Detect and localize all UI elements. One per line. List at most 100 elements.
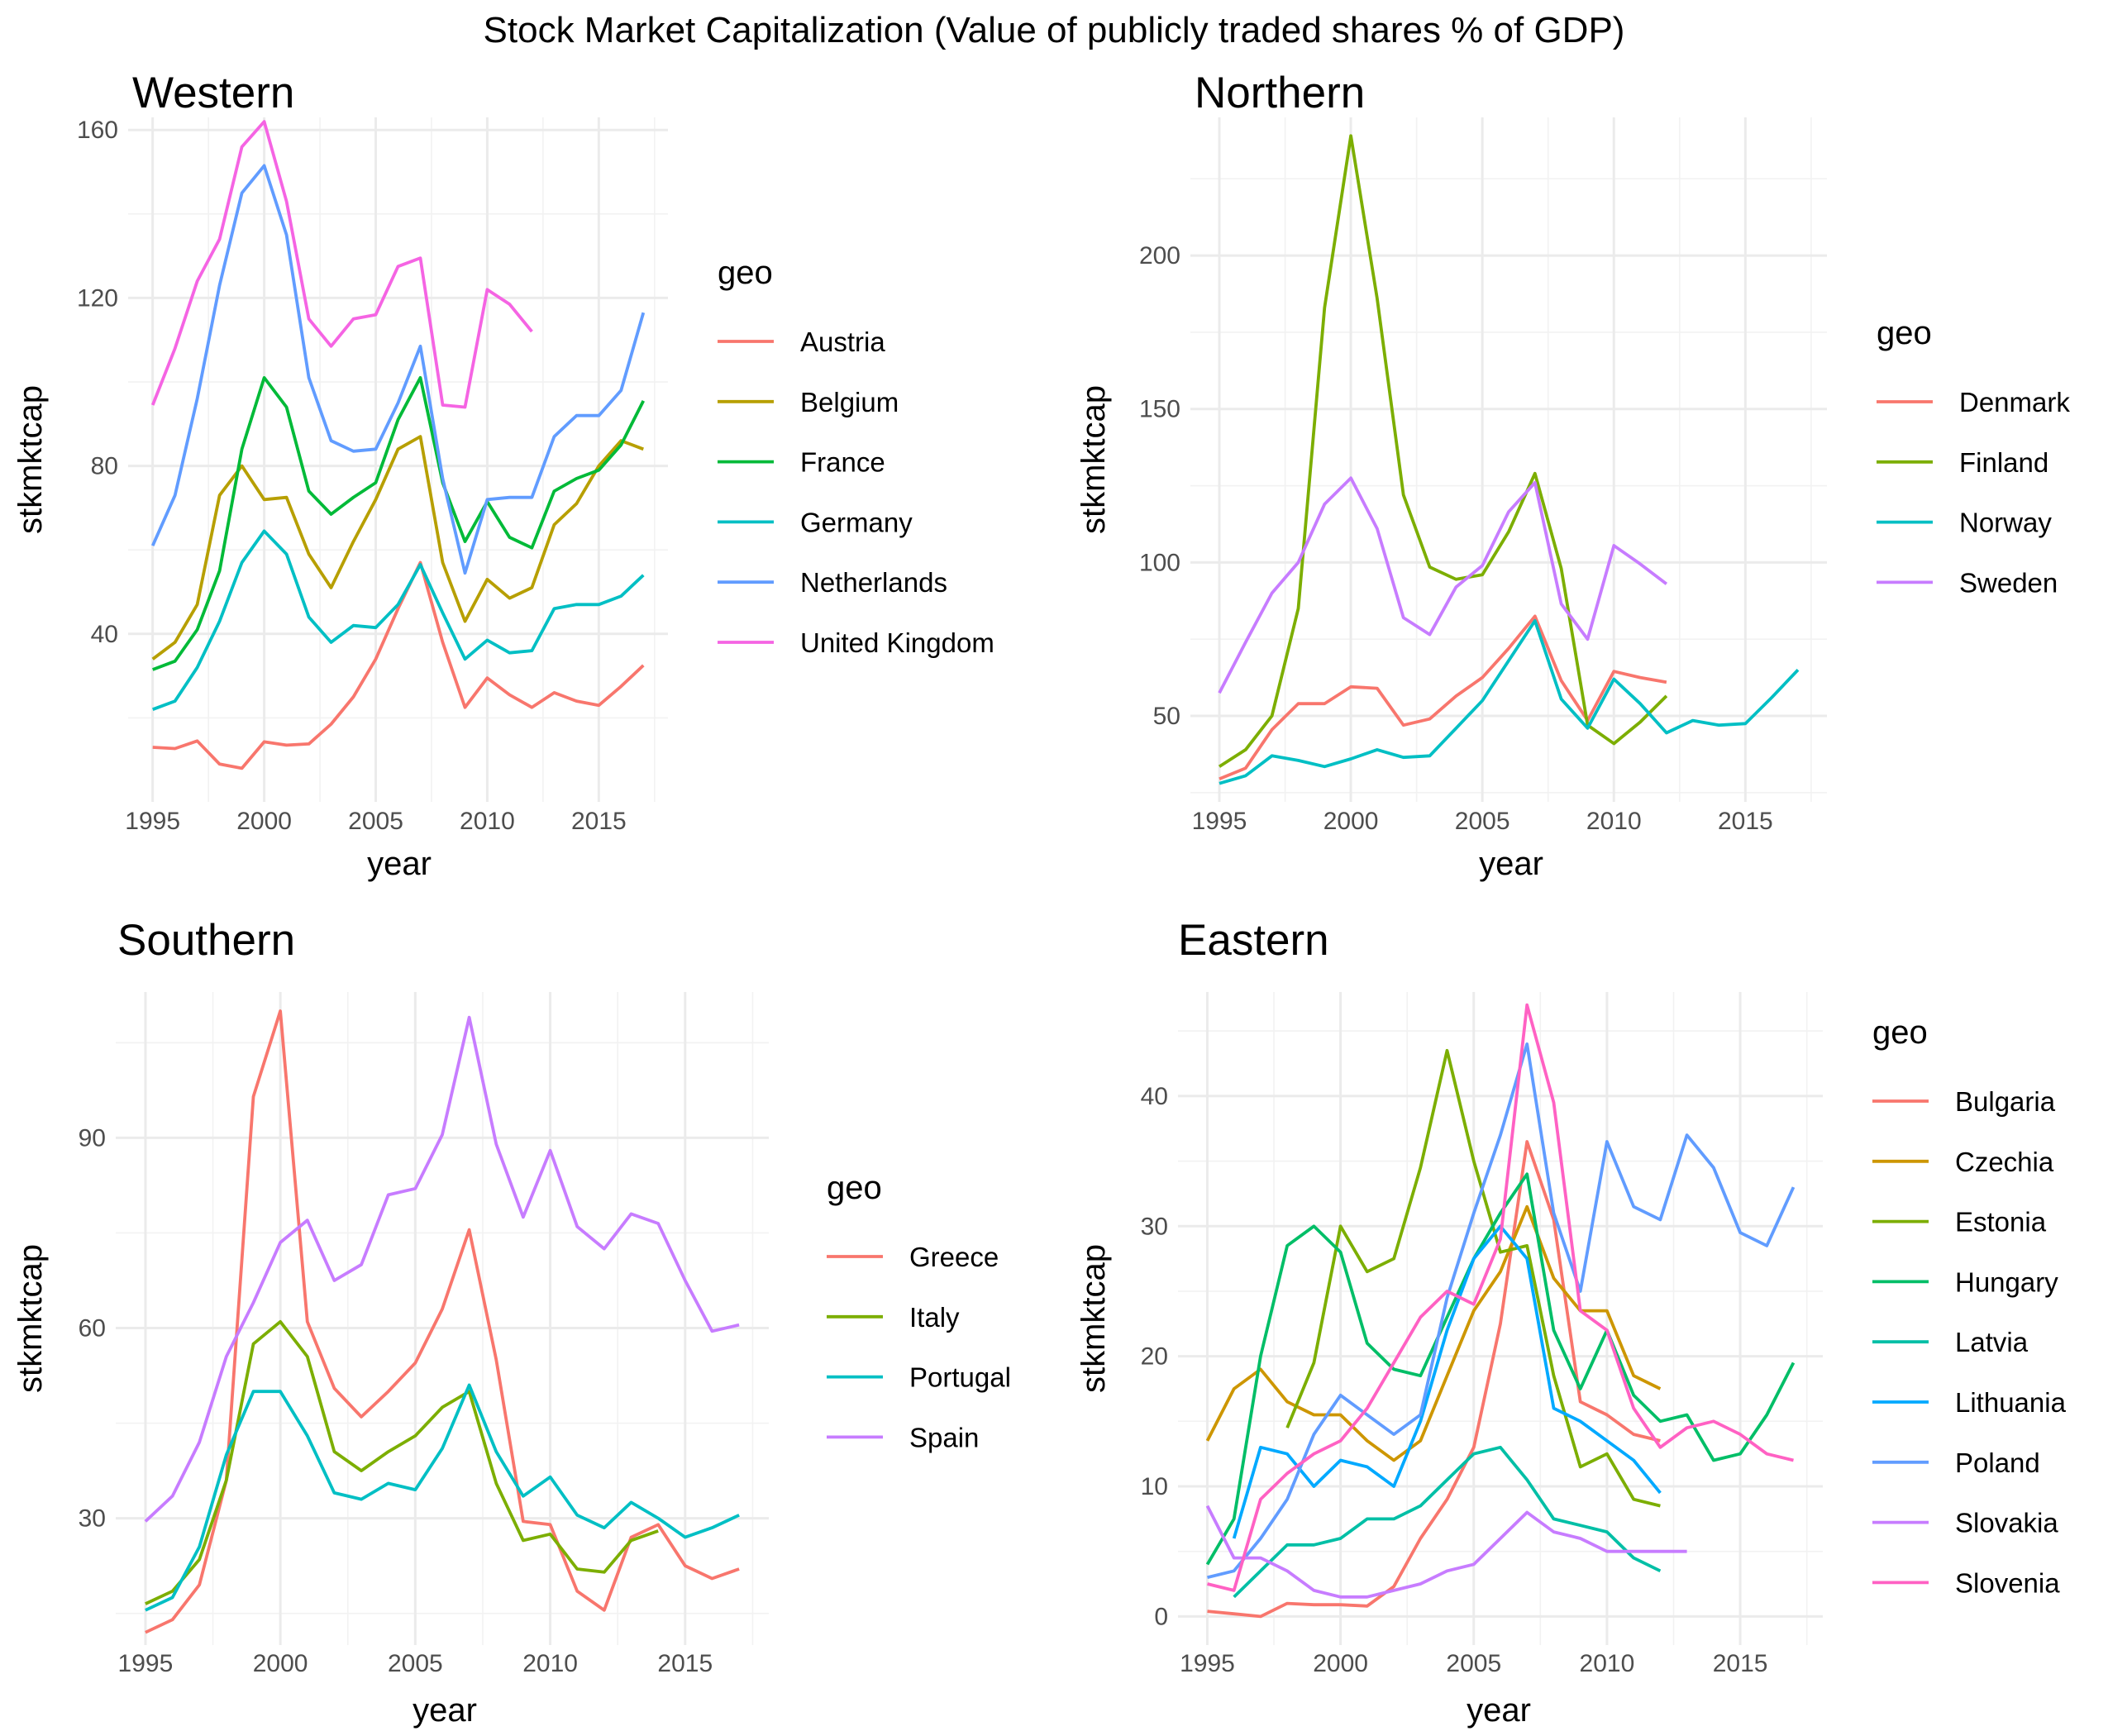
x-tick-label: 2005 [388, 1650, 443, 1677]
series-line-denmark [1219, 614, 1667, 780]
x-tick-label: 2000 [236, 808, 292, 835]
series-line-hungary [1205, 1172, 1796, 1566]
panel-southern: 1995 2000 2005 2010 2015 30 60 90 Southern year st… [12, 916, 1011, 1729]
panel-title: Eastern [1178, 916, 1329, 965]
legend-label: Slovenia [1955, 1567, 2060, 1598]
legend-label: Norway [1959, 508, 2052, 538]
panel-eastern: 1995 2000 2005 2010 2015 0 10 20 30 40 Eastern year… [1075, 916, 2067, 1729]
series-line-finland [1218, 134, 1668, 768]
legend: geo Greece Italy Portugal Spain [827, 1170, 1011, 1452]
legend-label: France [800, 447, 885, 478]
x-tick-label: 1995 [118, 1650, 174, 1677]
legend-label: Hungary [1955, 1266, 2058, 1297]
series-line-belgium [151, 435, 644, 661]
legend-label: Italy [909, 1302, 960, 1333]
legend-label: Germany [800, 507, 913, 537]
x-tick-label: 2000 [1323, 808, 1379, 835]
legend-label: Austria [800, 327, 885, 357]
legend: geo Denmark Finland Norway Sweden [1877, 315, 2070, 598]
panel-western: 1995 2000 2005 2010 2015 40 80 120 160 Western yea… [12, 69, 994, 882]
x-tick-label: 2005 [1446, 1650, 1501, 1677]
series-line-slovakia [1205, 1505, 1687, 1599]
series-line-poland [1207, 1042, 1796, 1580]
x-tick-label: 2015 [1713, 1650, 1768, 1677]
x-tick-label: 2005 [348, 808, 403, 835]
legend-label: Czechia [1955, 1147, 2054, 1177]
series-line-germany [152, 529, 645, 711]
y-tick-label: 200 [1139, 242, 1180, 269]
panels: 1995 2000 2005 2010 20154080120160Westernyea… [12, 69, 2070, 1729]
series-line-norway [1219, 619, 1800, 785]
legend-title: geo [827, 1170, 882, 1206]
legend-label: United Kingdom [800, 627, 994, 658]
y-tick-label: 10 [1141, 1473, 1168, 1500]
y-tick-label: 80 [91, 453, 118, 480]
panel-title: Northern [1195, 69, 1365, 117]
series-line-sweden [1218, 476, 1668, 694]
series-line-estonia [1285, 1048, 1661, 1508]
x-tick-label: 1995 [125, 808, 180, 835]
legend-label: Denmark [1959, 387, 2070, 417]
legend-title: geo [718, 255, 773, 291]
series-line-austria [152, 560, 645, 770]
y-tick-label: 40 [91, 621, 118, 648]
x-tick-label: 2015 [657, 1650, 713, 1677]
y-tick-label: 90 [79, 1124, 106, 1152]
y-tick-label: 30 [1141, 1213, 1168, 1240]
series-line-slovenia [1207, 1003, 1794, 1592]
legend-label: Greece [909, 1242, 999, 1272]
y-tick-label: 160 [77, 117, 118, 144]
y-axis-title: stkmktcap [1075, 1244, 1112, 1393]
legend-label: Latvia [1955, 1327, 2029, 1357]
x-tick-label: 1995 [1180, 1650, 1235, 1677]
series-line-portugal [145, 1383, 740, 1612]
y-tick-label: 120 [77, 284, 118, 312]
legend-title: geo [1872, 1014, 1928, 1051]
y-tick-label: 150 [1139, 396, 1180, 423]
legend-label: Netherlands [800, 567, 947, 598]
series-line-greece [145, 1009, 740, 1634]
figure-title: Stock Market Capitalization (Value of pu… [484, 10, 1625, 50]
legend-label: Poland [1955, 1447, 2040, 1478]
y-axis-title: stkmktcap [12, 385, 49, 534]
y-tick-label: 0 [1154, 1603, 1168, 1630]
y-axis-title: stkmktcap [12, 1244, 49, 1393]
series-line-spain [144, 1015, 740, 1523]
panel-northern: 1995 2000 2005 2010 2015 50 100 150 200 Northern y… [1075, 69, 2070, 882]
x-tick-label: 2010 [460, 808, 515, 835]
y-tick-label: 20 [1141, 1343, 1168, 1371]
legend: geo Bulgaria Czechia Estonia Hungary Latvia Li… [1872, 1014, 2067, 1598]
x-tick-label: 2005 [1455, 808, 1510, 835]
x-axis-title: year [367, 846, 432, 882]
x-tick-label: 1995 [1192, 808, 1247, 835]
legend-label: Finland [1959, 447, 2048, 478]
legend-title: geo [1877, 315, 1932, 351]
series-line-united-kingdom [150, 120, 533, 409]
series-line-netherlands [150, 164, 646, 575]
series-line-france [152, 376, 645, 671]
legend-label: Sweden [1959, 567, 2058, 598]
y-tick-label: 30 [79, 1505, 106, 1533]
series-line-lithuania [1232, 1224, 1662, 1539]
y-tick-label: 40 [1141, 1083, 1168, 1110]
legend-label: Slovakia [1955, 1508, 2058, 1538]
x-tick-label: 2000 [1313, 1650, 1368, 1677]
panel-title: Southern [117, 916, 295, 965]
y-axis-title: stkmktcap [1075, 385, 1112, 534]
series-line-italy [145, 1319, 659, 1605]
x-axis-title: year [413, 1692, 477, 1729]
x-tick-label: 2015 [1718, 808, 1773, 835]
legend: geo Austria Belgium France Germany Netherland… [718, 255, 994, 658]
legend-label: Portugal [909, 1362, 1011, 1393]
legend-label: Lithuania [1955, 1387, 2067, 1418]
x-tick-label: 2010 [522, 1650, 578, 1677]
y-tick-label: 50 [1153, 703, 1180, 730]
legend-label: Bulgaria [1955, 1086, 2056, 1117]
x-axis-title: year [1467, 1692, 1531, 1729]
x-tick-label: 2010 [1580, 1650, 1635, 1677]
x-tick-label: 2015 [571, 808, 627, 835]
y-tick-label: 100 [1139, 549, 1180, 576]
x-axis-title: year [1479, 846, 1543, 882]
legend-label: Estonia [1955, 1207, 2047, 1238]
